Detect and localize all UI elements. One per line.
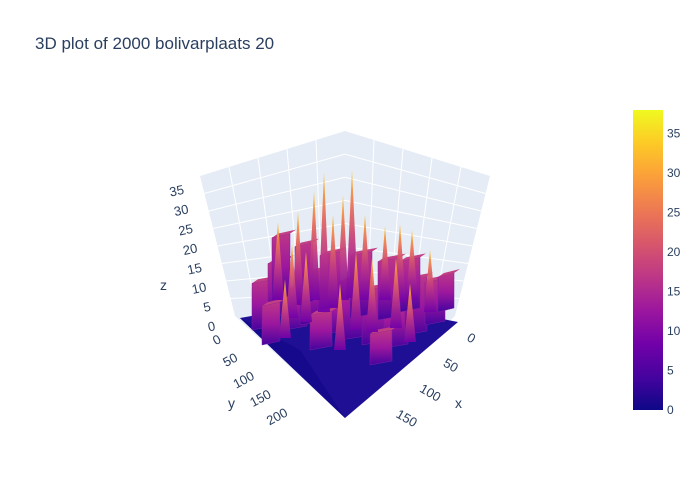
surface-peak: [337, 194, 349, 300]
surface-block: [369, 329, 393, 366]
surface-peak: [308, 190, 320, 300]
surface-block-top: [438, 268, 460, 277]
surface[interactable]: [240, 169, 460, 418]
grid-line: [344, 199, 477, 229]
colorbar-tick-label: 5: [667, 364, 674, 378]
surface-peak: [286, 244, 298, 318]
surface-block-top: [262, 298, 286, 307]
y-tick-label: 100: [231, 368, 257, 391]
surface-peak: [334, 283, 346, 350]
grid-line: [208, 176, 346, 212]
z-tick-label: 15: [186, 260, 203, 278]
z-tick-label: 35: [168, 182, 185, 200]
x-tick-label: 150: [394, 406, 420, 430]
surface-block: [309, 310, 333, 351]
surface-block: [437, 272, 455, 313]
colorbar[interactable]: 0 5 10 15 20 25 30 35: [633, 110, 681, 417]
surface-peak: [272, 222, 284, 300]
x-tick-label: 0: [465, 330, 479, 347]
colorbar-tick-label: 25: [667, 206, 681, 220]
y-axis-label: y: [228, 395, 235, 411]
chart-title: 3D plot of 2000 bolivarplaats 20: [35, 34, 275, 53]
z-tick-label: 5: [202, 299, 212, 315]
z-tick-label: 25: [177, 221, 194, 239]
colorbar-tick-label: 10: [667, 324, 681, 338]
surface-peak: [359, 214, 371, 300]
z-tick-label: 10: [190, 279, 207, 297]
z-tick-label: 30: [173, 201, 190, 219]
grid-line: [344, 223, 473, 247]
colorbar-tick-label: 15: [667, 285, 681, 299]
colorbar-tick-label: 0: [667, 403, 674, 417]
surface-peak: [404, 283, 416, 342]
x-tick-label: 100: [417, 381, 443, 405]
grid-line: [344, 153, 486, 194]
x-axis-label: x: [455, 395, 462, 411]
surface-peak: [327, 214, 339, 308]
surface-block: [261, 301, 281, 346]
surface-peaks: [272, 169, 436, 350]
y-tick-label: 0: [210, 331, 223, 348]
z-axis-label: z: [160, 277, 167, 293]
surface-peak: [406, 229, 418, 300]
surface-peak: [424, 249, 436, 312]
colorbar-gradient: [633, 110, 663, 410]
surface-peak: [279, 279, 291, 338]
y-tick-label: 50: [220, 350, 240, 370]
surface-peak: [366, 258, 378, 332]
y-tick-label: 150: [247, 386, 273, 409]
colorbar-tick-label: 35: [667, 127, 681, 141]
colorbar-tick-label: 30: [667, 166, 681, 180]
surface-peak: [379, 226, 391, 300]
surface-peak: [350, 252, 362, 330]
surface-peak: [300, 251, 312, 322]
y-tick-label: 200: [264, 405, 290, 428]
colorbar-ticks: 0 5 10 15 20 25 30 35: [667, 127, 681, 417]
surface-peak: [318, 171, 330, 312]
z-tick-label: 0: [206, 318, 216, 334]
grid-line: [204, 153, 346, 194]
grid-line: [344, 176, 482, 212]
x-tick-label: 50: [441, 355, 461, 375]
z-tick-label: 20: [181, 240, 198, 258]
colorbar-tick-label: 20: [667, 245, 681, 259]
surface-peak: [390, 257, 402, 328]
